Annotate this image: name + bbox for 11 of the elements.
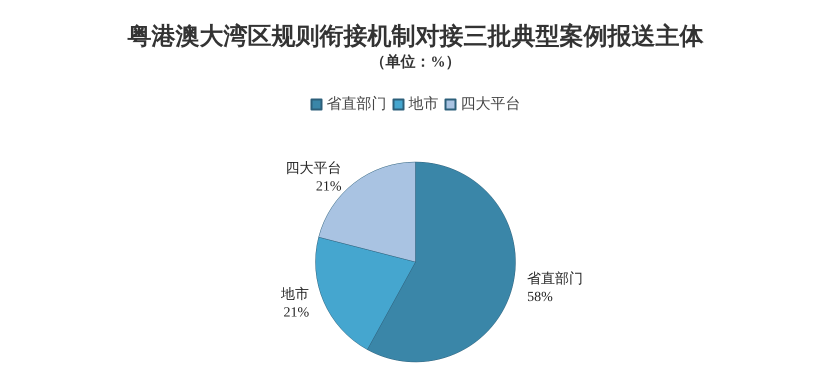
data-label: 21%: [284, 306, 310, 321]
slice-label: 地市: [280, 286, 310, 303]
slice-label: 省直部门: [527, 270, 584, 287]
legend-label: 四大平台: [460, 96, 520, 112]
chart-title: 粤港澳大湾区规则衔接机制对接三批典型案例报送主体: [126, 22, 704, 50]
slice-label: 四大平台: [286, 160, 342, 177]
data-label: 21%: [316, 180, 342, 195]
legend-label: 地市: [408, 96, 438, 112]
legend-label: 省直部门: [326, 96, 386, 112]
chart-subtitle: （单位：%）: [370, 54, 460, 70]
data-label: 58%: [527, 290, 554, 305]
